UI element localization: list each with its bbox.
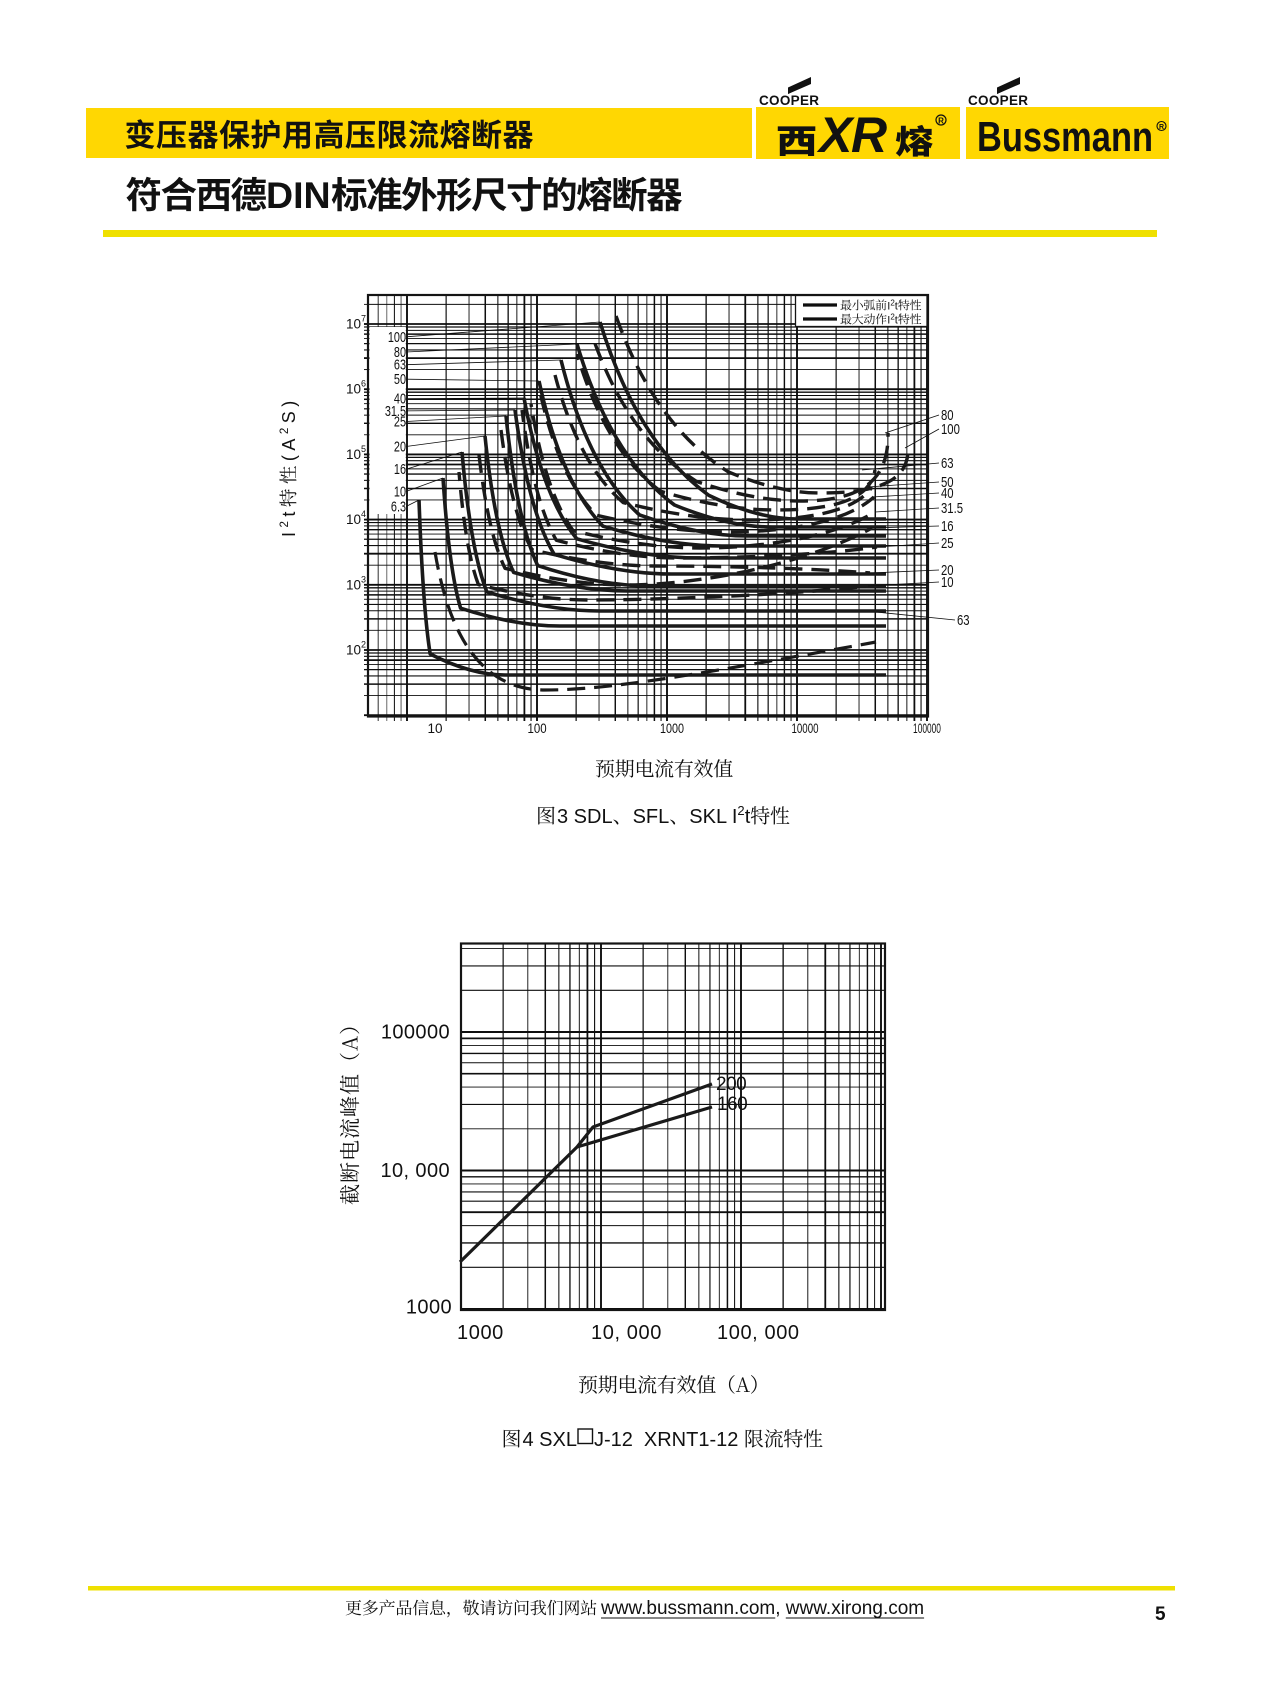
svg-text:10: 10 [346, 512, 361, 527]
svg-text:100, 000: 100, 000 [717, 1322, 800, 1344]
svg-text:25: 25 [941, 535, 954, 552]
svg-text:10: 10 [346, 447, 361, 462]
svg-text:5: 5 [361, 444, 366, 454]
svg-text:63: 63 [957, 612, 970, 629]
svg-text:10, 000: 10, 000 [380, 1160, 450, 1182]
svg-text:80: 80 [394, 343, 406, 360]
svg-text:100000: 100000 [381, 1022, 450, 1044]
svg-text:1000: 1000 [660, 721, 684, 736]
svg-text:20: 20 [394, 438, 406, 455]
svg-text:SKL I: SKL I [689, 806, 737, 828]
svg-text:16: 16 [394, 461, 406, 478]
svg-text:10, 000: 10, 000 [591, 1322, 662, 1344]
svg-text:www.xirong.com: www.xirong.com [785, 1598, 924, 1619]
svg-text:4 SXL: 4 SXL [523, 1429, 577, 1451]
svg-text:100000: 100000 [913, 722, 941, 736]
svg-text:DIN: DIN [266, 174, 331, 216]
svg-text:10: 10 [427, 721, 442, 736]
svg-text:2: 2 [279, 521, 291, 527]
svg-text:50: 50 [941, 474, 954, 491]
svg-text:10: 10 [346, 577, 361, 592]
svg-text:31.5: 31.5 [941, 500, 963, 517]
svg-text:10: 10 [346, 382, 361, 397]
svg-text:t: t [279, 512, 299, 517]
svg-text:160: 160 [717, 1094, 747, 1115]
svg-text:I: I [887, 315, 890, 327]
svg-text:6.3: 6.3 [391, 498, 406, 515]
svg-text:I: I [887, 301, 890, 313]
svg-text:2: 2 [890, 313, 895, 322]
svg-text:R: R [851, 107, 887, 163]
svg-text:SFL: SFL [633, 806, 670, 828]
svg-text:2: 2 [361, 640, 366, 650]
svg-text:10: 10 [346, 317, 361, 332]
svg-text:t: t [895, 301, 898, 313]
svg-text:t: t [745, 806, 751, 828]
svg-text:100: 100 [527, 721, 546, 736]
svg-text:2: 2 [279, 428, 291, 434]
svg-text:50: 50 [394, 371, 406, 388]
svg-text:40: 40 [394, 390, 406, 407]
svg-text:16: 16 [941, 518, 954, 535]
svg-text:COOPER: COOPER [759, 93, 819, 108]
svg-text:10: 10 [346, 643, 361, 658]
svg-text:XRNT1-12: XRNT1-12 [644, 1429, 738, 1451]
svg-text:31.5: 31.5 [385, 402, 406, 419]
svg-text:S: S [279, 411, 299, 423]
svg-text:40: 40 [941, 485, 954, 502]
svg-text:63: 63 [394, 356, 406, 373]
svg-text:J-12: J-12 [594, 1429, 633, 1451]
svg-text:5: 5 [1155, 1604, 1166, 1625]
svg-text:): ) [279, 401, 299, 407]
svg-text:2: 2 [890, 299, 895, 308]
svg-text:63: 63 [941, 455, 954, 472]
svg-text:200: 200 [716, 1074, 746, 1095]
svg-text:A: A [279, 439, 299, 451]
svg-text:Bussmann: Bussmann [977, 114, 1153, 161]
svg-text:100: 100 [388, 328, 406, 345]
svg-text:www.bussmann.com: www.bussmann.com [600, 1598, 775, 1619]
svg-text:X: X [816, 107, 855, 163]
svg-text:3: 3 [361, 574, 366, 584]
svg-text:100: 100 [941, 421, 960, 438]
svg-text:10: 10 [941, 574, 954, 591]
svg-text:10000: 10000 [791, 722, 818, 737]
svg-text:25: 25 [394, 413, 406, 430]
svg-text:R: R [1159, 124, 1164, 131]
svg-text:10: 10 [394, 483, 406, 500]
svg-text:1000: 1000 [406, 1297, 452, 1319]
svg-text:I: I [279, 532, 299, 537]
svg-text:2: 2 [737, 803, 744, 818]
svg-text:20: 20 [941, 562, 954, 579]
svg-text:,: , [775, 1598, 780, 1619]
svg-text:t: t [895, 315, 898, 327]
svg-text:1000: 1000 [457, 1322, 504, 1344]
svg-text:3 SDL: 3 SDL [557, 806, 613, 828]
svg-text:4: 4 [361, 509, 366, 519]
svg-text:6: 6 [361, 379, 366, 389]
svg-text:7: 7 [361, 314, 366, 324]
svg-text:R: R [938, 117, 944, 126]
svg-text:80: 80 [941, 407, 954, 424]
svg-text:COOPER: COOPER [968, 93, 1028, 108]
svg-text:(: ( [279, 455, 299, 461]
